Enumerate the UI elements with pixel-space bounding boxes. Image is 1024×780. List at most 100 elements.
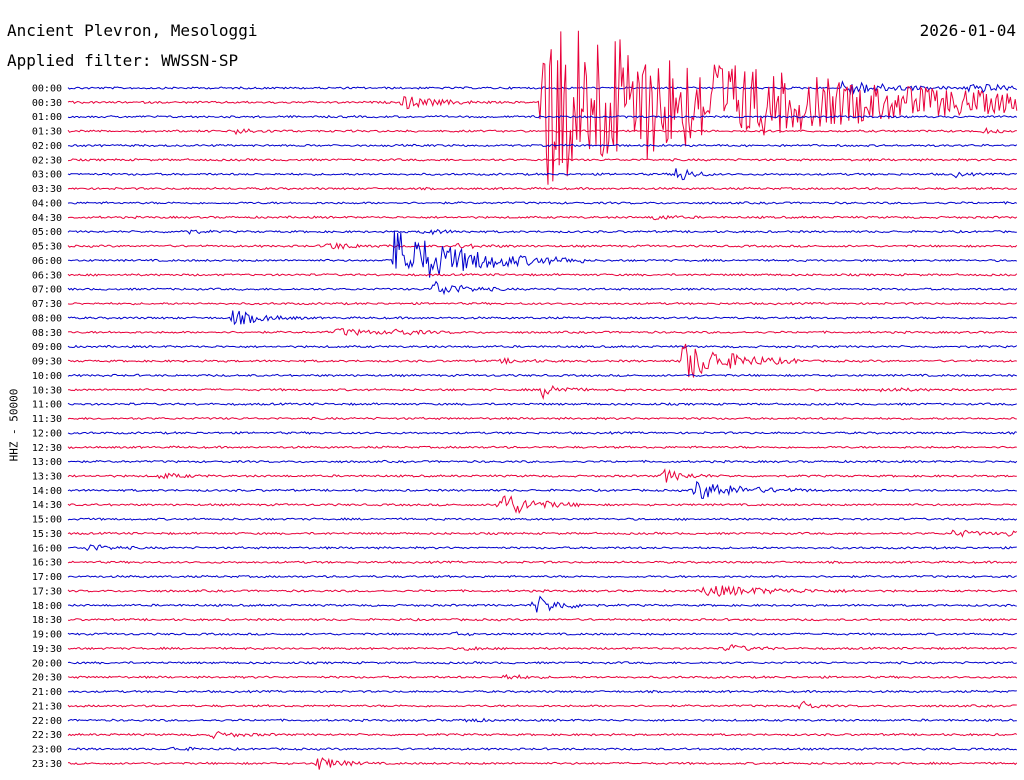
- row-time-label: 08:00: [32, 313, 62, 324]
- trace-line: [67, 385, 1017, 401]
- row-time-label: 02:30: [32, 155, 62, 166]
- trace-line: [67, 459, 1018, 464]
- trace-line: [67, 700, 1017, 710]
- trace-line: [67, 517, 1018, 521]
- trace-line: [67, 201, 1018, 205]
- row-time-label: 21:00: [32, 687, 62, 698]
- row-time-label: 00:30: [32, 98, 62, 109]
- trace-line: [67, 280, 1018, 296]
- filter-label: Applied filter: WWSSN-SP: [7, 51, 239, 70]
- row-time-label: 06:00: [32, 256, 62, 267]
- trace-line: [67, 416, 1017, 421]
- row-time-label: 18:00: [32, 601, 62, 612]
- row-time-label: 22:30: [32, 730, 62, 741]
- trace-line: [67, 273, 1018, 277]
- row-time-label: 00:00: [32, 84, 62, 95]
- row-time-label: 17:30: [32, 586, 62, 597]
- row-time-label: 07:00: [32, 285, 62, 296]
- row-time-label: 03:30: [32, 184, 62, 195]
- trace-line: [67, 673, 1018, 680]
- row-time-label: 02:00: [32, 141, 62, 152]
- station-title: Ancient Plevron, Mesologgi: [7, 21, 258, 40]
- row-time-label: 01:30: [32, 127, 62, 138]
- trace-line: [67, 214, 1018, 221]
- row-time-label: 21:30: [32, 701, 62, 712]
- row-time-label: 13:30: [32, 471, 62, 482]
- row-time-label: 20:30: [32, 673, 62, 684]
- row-time-label: 09:30: [32, 357, 62, 368]
- row-time-label: 16:30: [32, 558, 62, 569]
- trace-line: [67, 595, 1017, 613]
- trace-line: [67, 717, 1017, 723]
- trace-line: [67, 114, 1018, 119]
- row-time-label: 18:30: [32, 615, 62, 626]
- row-time-label: 07:30: [32, 299, 62, 310]
- trace-line: [67, 574, 1017, 579]
- trace-line: [67, 126, 1017, 136]
- trace-line: [67, 480, 1017, 499]
- trace-line: [67, 445, 1017, 450]
- row-time-label: 16:00: [32, 543, 62, 554]
- trace-line: [67, 529, 1018, 538]
- row-time-label: 19:00: [32, 630, 62, 641]
- trace-line: [67, 585, 1018, 598]
- row-time-label: 17:00: [32, 572, 62, 583]
- trace-line: [67, 344, 1018, 349]
- row-time-label: 04:00: [32, 198, 62, 209]
- trace-line: [67, 746, 1017, 752]
- trace-line: [67, 631, 1017, 637]
- date-label: 2026-01-04: [919, 21, 1016, 40]
- row-time-label: 06:30: [32, 270, 62, 281]
- row-time-label: 14:30: [32, 500, 62, 511]
- row-time-label: 15:00: [32, 515, 62, 526]
- row-time-label: 05:30: [32, 242, 62, 253]
- trace-line: [67, 402, 1017, 406]
- row-time-label: 11:00: [32, 400, 62, 411]
- trace-line: [67, 80, 1018, 96]
- trace-line: [67, 168, 1018, 181]
- row-time-label: 14:00: [32, 486, 62, 497]
- row-time-label: 12:00: [32, 428, 62, 439]
- row-time-label: 10:00: [32, 371, 62, 382]
- row-time-label: 12:30: [32, 443, 62, 454]
- row-time-label: 19:30: [32, 644, 62, 655]
- trace-line: [67, 617, 1018, 622]
- trace-line: [67, 310, 1018, 326]
- trace-line: [67, 730, 1018, 740]
- row-time-label: 05:00: [32, 227, 62, 238]
- trace-line: [67, 143, 1018, 148]
- trace-line: [67, 301, 1018, 306]
- row-time-label: 23:30: [32, 759, 62, 770]
- trace-line: [67, 560, 1018, 565]
- trace-line: [67, 30, 1018, 185]
- trace-line: [67, 431, 1017, 435]
- trace-line: [68, 689, 1017, 694]
- trace-line: [67, 468, 1017, 483]
- row-time-label: 04:30: [32, 213, 62, 224]
- trace-line: [67, 242, 1018, 250]
- trace-line: [67, 328, 1018, 336]
- trace-line: [67, 158, 1017, 162]
- trace-line: [67, 229, 1017, 236]
- time-labels: 00:00 00:30 01:00 01:30 02:00 02:30 03:00 03:30…: [32, 84, 62, 770]
- row-time-label: 11:30: [32, 414, 62, 425]
- trace-group: [67, 30, 1018, 770]
- row-time-label: 20:00: [32, 658, 62, 669]
- trace-line: [67, 231, 1017, 278]
- row-time-label: 23:00: [32, 745, 62, 756]
- trace-line: [67, 343, 1017, 378]
- trace-line: [67, 544, 1017, 552]
- trace-line: [67, 373, 1017, 378]
- trace-line: [67, 661, 1017, 665]
- row-time-label: 03:00: [32, 170, 62, 181]
- trace-line: [67, 643, 1017, 652]
- row-time-label: 10:30: [32, 385, 62, 396]
- row-time-label: 08:30: [32, 328, 62, 339]
- row-time-label: 09:00: [32, 342, 62, 353]
- row-time-label: 13:00: [32, 457, 62, 468]
- trace-line: [67, 757, 1018, 770]
- row-time-label: 01:00: [32, 112, 62, 123]
- row-time-label: 22:00: [32, 716, 62, 727]
- trace-line: [67, 495, 1017, 514]
